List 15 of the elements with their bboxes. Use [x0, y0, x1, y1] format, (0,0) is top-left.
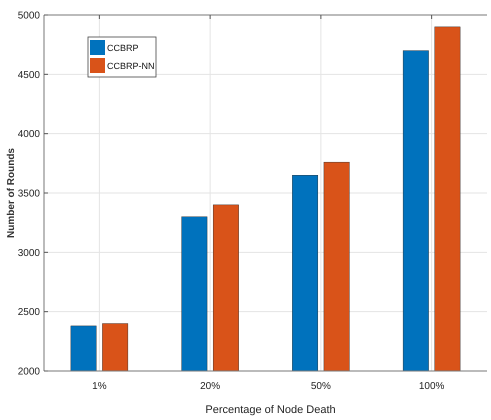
- legend-label: CCBRP: [107, 43, 139, 54]
- y-tick-label: 5000: [18, 10, 40, 22]
- y-tick-label: 2000: [18, 366, 40, 378]
- y-tick-label: 3500: [18, 188, 40, 200]
- x-tick-label: 1%: [92, 381, 107, 392]
- legend-label: CCBRP-NN: [107, 61, 155, 72]
- x-tick-label: 100%: [418, 381, 445, 392]
- y-tick-label: 4500: [18, 70, 40, 81]
- y-tick-label: 3000: [18, 248, 40, 259]
- y-axis-title: Number of Rounds: [6, 148, 17, 238]
- x-tick-label: 20%: [200, 381, 220, 392]
- x-tick-label: 50%: [310, 381, 331, 392]
- y-tick-label: 2500: [18, 307, 40, 318]
- x-axis-title: Percentage of Node Death: [205, 404, 336, 416]
- y-tick-label: 4000: [18, 129, 40, 140]
